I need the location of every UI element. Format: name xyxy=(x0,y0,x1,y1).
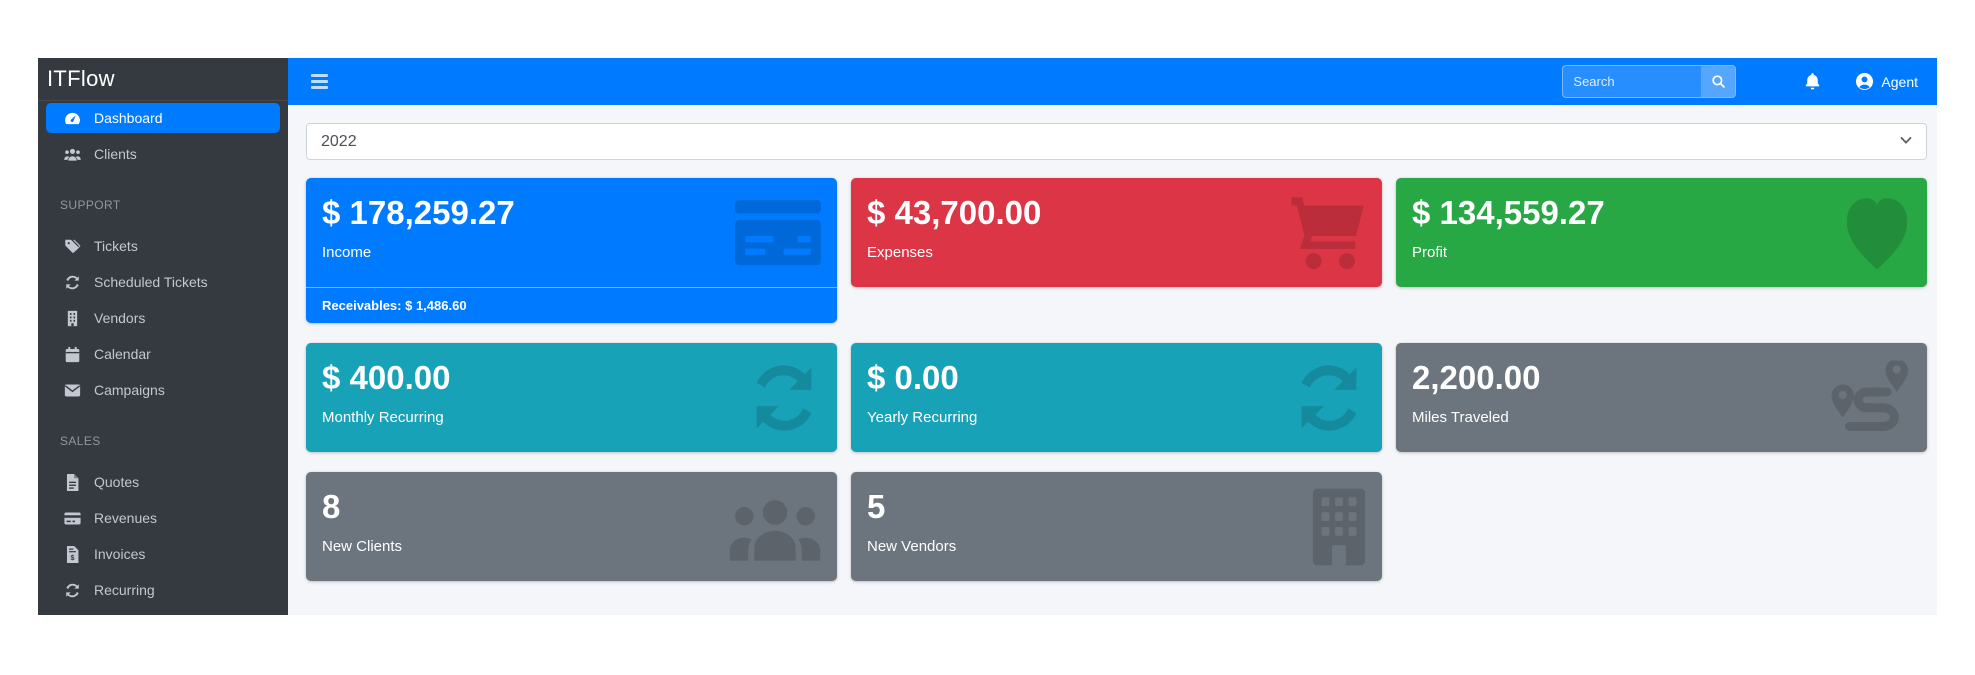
card-label: Yearly Recurring xyxy=(867,409,978,426)
envelope-icon xyxy=(62,381,82,399)
user-menu[interactable]: Agent xyxy=(1855,72,1918,91)
bell-icon xyxy=(1804,73,1821,95)
file-lines-icon xyxy=(62,473,82,491)
svg-text:$: $ xyxy=(70,553,74,562)
sidebar-item-revenues[interactable]: Revenues xyxy=(46,503,280,533)
card-body: $ 43,700.00 Expenses xyxy=(851,178,1382,287)
sidebar-item-clients[interactable]: Clients xyxy=(46,139,280,169)
search-input[interactable] xyxy=(1563,66,1702,97)
sidebar-item-tickets[interactable]: Tickets xyxy=(46,231,280,261)
heart-icon xyxy=(1843,194,1911,271)
calendar-icon xyxy=(62,345,82,363)
card-value: 2,200.00 xyxy=(1412,359,1541,396)
tags-icon xyxy=(62,237,82,255)
sync-icon xyxy=(62,273,82,291)
card-value: $ 134,559.27 xyxy=(1412,194,1605,231)
card-label: Monthly Recurring xyxy=(322,409,444,426)
notifications-button[interactable] xyxy=(1804,72,1821,91)
card-body: $ 0.00 Yearly Recurring xyxy=(851,343,1382,452)
summary-card-new-vendors[interactable]: 5 New Vendors xyxy=(851,472,1382,581)
user-menu-label: Agent xyxy=(1881,73,1918,90)
sidebar-item-label: Tickets xyxy=(94,238,138,254)
sidebar-item-label: Recurring xyxy=(94,582,155,598)
brand-link[interactable]: ITFlow xyxy=(38,58,288,101)
card-body: 5 New Vendors xyxy=(851,472,1382,581)
sidebar-item-dashboard[interactable]: Dashboard xyxy=(46,103,280,133)
building-icon xyxy=(1312,487,1366,565)
sidebar-item-label: Calendar xyxy=(94,346,151,362)
search-icon xyxy=(1711,74,1726,89)
hamburger-icon xyxy=(311,74,328,77)
card-body: 2,200.00 Miles Traveled xyxy=(1396,343,1927,452)
topbar: Agent xyxy=(288,58,1937,105)
card-label: Miles Traveled xyxy=(1412,409,1509,426)
sidebar: ITFlow Dashboard Clients SUPPORT Tickets Sch… xyxy=(38,58,288,615)
sidebar-section-header-sales: SALES xyxy=(60,434,101,448)
navbar-search xyxy=(1562,65,1737,98)
summary-card-profit[interactable]: $ 134,559.27 Profit xyxy=(1396,178,1927,287)
sidebar-item-vendors[interactable]: Vendors xyxy=(46,303,280,333)
card-label: Expenses xyxy=(867,244,933,261)
user-circle-icon xyxy=(1855,72,1874,91)
card-body: $ 178,259.27 Income xyxy=(306,178,837,287)
card-label: Income xyxy=(322,244,372,261)
summary-card-monthly-recurring[interactable]: $ 400.00 Monthly Recurring xyxy=(306,343,837,452)
sidebar-section-header-support: SUPPORT xyxy=(60,198,121,212)
summary-card-income[interactable]: $ 178,259.27 Income Receivables: $ 1,486.6… xyxy=(306,178,837,323)
sidebar-item-label: Scheduled Tickets xyxy=(94,274,208,290)
summary-card-expenses[interactable]: $ 43,700.00 Expenses xyxy=(851,178,1382,287)
card-body: $ 134,559.27 Profit xyxy=(1396,178,1927,287)
sidebar-item-label: Campaigns xyxy=(94,382,165,398)
card-value: $ 43,700.00 xyxy=(867,194,1042,231)
sync-icon xyxy=(1292,361,1366,435)
card-value: $ 178,259.27 xyxy=(322,194,515,231)
route-icon xyxy=(1827,358,1911,435)
summary-card-miles-traveled[interactable]: 2,200.00 Miles Traveled xyxy=(1396,343,1927,452)
tachometer-icon xyxy=(62,109,82,127)
sidebar-item-label: Vendors xyxy=(94,310,146,326)
sidebar-item-calendar[interactable]: Calendar xyxy=(46,339,280,369)
summary-cards-grid: $ 178,259.27 Income Receivables: $ 1,486.6… xyxy=(306,178,1927,581)
sidebar-item-label: Dashboard xyxy=(94,110,163,126)
users-icon xyxy=(729,491,821,562)
card-label: New Vendors xyxy=(867,538,957,555)
shopping-cart-icon xyxy=(1290,195,1366,269)
credit-card-icon xyxy=(62,509,82,527)
building-icon xyxy=(62,309,82,327)
app-window: ITFlow Dashboard Clients SUPPORT Tickets Sch… xyxy=(38,58,1937,615)
sidebar-item-label: Clients xyxy=(94,146,137,162)
credit-card-icon xyxy=(735,199,821,266)
year-filter: 2022 xyxy=(306,123,1927,160)
card-value: 8 xyxy=(322,488,341,525)
card-body: $ 400.00 Monthly Recurring xyxy=(306,343,837,452)
sidebar-item-recurring[interactable]: Recurring xyxy=(46,575,280,605)
card-body: 8 New Clients xyxy=(306,472,837,581)
sidebar-item-quotes[interactable]: Quotes xyxy=(46,467,280,497)
card-label: Profit xyxy=(1412,244,1448,261)
summary-card-new-clients[interactable]: 8 New Clients xyxy=(306,472,837,581)
file-invoice-dollar-icon: $ xyxy=(62,545,82,563)
card-value: $ 400.00 xyxy=(322,359,451,396)
sidebar-item-label: Quotes xyxy=(94,474,140,490)
users-icon xyxy=(62,145,82,163)
year-select[interactable]: 2022 xyxy=(306,123,1927,160)
sidebar-item-campaigns[interactable]: Campaigns xyxy=(46,375,280,405)
sidebar-menu: Dashboard Clients SUPPORT Tickets Scheduled … xyxy=(38,101,288,605)
summary-card-yearly-recurring[interactable]: $ 0.00 Yearly Recurring xyxy=(851,343,1382,452)
sync-icon xyxy=(62,581,82,599)
menu-toggle-button[interactable] xyxy=(311,74,328,89)
sync-icon xyxy=(747,361,821,435)
dashboard-content: 2022 $ 178,259.27 Income Receivables: $ 1,… xyxy=(288,105,1937,615)
sidebar-item-label: Invoices xyxy=(94,546,146,562)
search-button[interactable] xyxy=(1701,66,1736,97)
sidebar-item-scheduled-tickets[interactable]: Scheduled Tickets xyxy=(46,267,280,297)
card-value: $ 0.00 xyxy=(867,359,959,396)
card-value: 5 xyxy=(867,488,886,525)
card-footer-link[interactable]: Receivables: $ 1,486.60 xyxy=(306,287,837,323)
sidebar-item-invoices[interactable]: $ Invoices xyxy=(46,539,280,569)
sidebar-item-label: Revenues xyxy=(94,510,158,526)
card-label: New Clients xyxy=(322,538,403,555)
